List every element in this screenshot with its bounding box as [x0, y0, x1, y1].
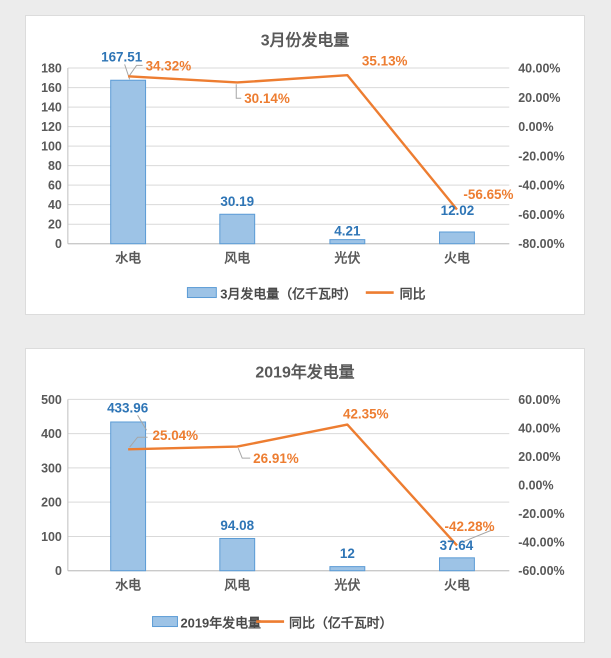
left-axis-tick: 500 [41, 393, 62, 407]
category-label-3: 火电 [444, 251, 470, 266]
left-axis-tick: 80 [48, 159, 62, 173]
right-axis-tick: 20.00% [518, 450, 560, 464]
right-axis-tick: 20.00% [518, 91, 560, 105]
right-axis-tick: -40.00% [518, 179, 564, 193]
chart-title: 2019年发电量 [255, 362, 354, 381]
bar-value-label: 4.21 [334, 224, 361, 239]
bar-value-label: 12.02 [441, 203, 475, 218]
category-label-2: 光伏 [333, 251, 360, 266]
legend-bar-label: 3月发电量（亿千瓦时） [220, 287, 357, 302]
chart-title: 3月份发电量 [261, 30, 350, 49]
label-leader-line [237, 447, 251, 459]
left-axis-tick: 300 [41, 461, 62, 475]
bar-风电 [219, 537, 256, 572]
chart-2019: 500 400 300 200 100 0 60.00% 40.00% 20.00% 0.00% -… [41, 362, 564, 631]
label-leader-line [137, 415, 147, 431]
bar-水电 [110, 421, 147, 572]
category-label-0: 水电 [115, 251, 141, 266]
left-axis-tick: 160 [41, 81, 62, 95]
line-value-label: -56.65% [463, 187, 513, 202]
right-axis-tick: -20.00% [518, 507, 564, 521]
bar-value-label: 433.96 [107, 400, 148, 415]
left-axis-tick: 100 [41, 530, 62, 544]
chart-card-2019: 500 400 300 200 100 0 60.00% 40.00% 20.00% 0.00% -… [25, 348, 585, 643]
yoy-line-series [128, 423, 458, 547]
bar-风电 [219, 213, 256, 245]
right-axis-tick: -40.00% [518, 536, 564, 550]
line-value-label: 30.14% [244, 91, 290, 106]
category-label-0: 水电 [115, 578, 141, 593]
bar-value-label: 167.51 [101, 49, 143, 64]
right-axis-tick: -60.00% [518, 564, 564, 578]
left-axis-tick: 400 [41, 427, 62, 441]
chart-march: 180 160 140 120 100 80 60 40 20 0 40.00% 20.00% 0.00… [41, 30, 564, 302]
label-leader-line [129, 64, 143, 76]
right-axis-tick: 40.00% [518, 62, 560, 76]
bar-value-label: 94.08 [220, 518, 254, 533]
category-label-1: 风电 [224, 578, 250, 593]
right-axis-tick: -20.00% [518, 149, 564, 163]
category-label-1: 风电 [224, 251, 250, 266]
line-value-label: 26.91% [253, 451, 299, 466]
line-value-label: 42.35% [343, 406, 389, 421]
category-label-2: 光伏 [333, 578, 360, 593]
right-axis-tick: 0.00% [518, 120, 553, 134]
bar-value-label: 30.19 [220, 194, 254, 209]
label-leader-line [129, 436, 148, 448]
left-axis-tick: 100 [41, 140, 62, 154]
label-leader-line [235, 84, 242, 99]
category-label-3: 火电 [444, 578, 470, 593]
bar-value-label: 12 [340, 546, 355, 561]
left-axis-tick: 20 [48, 218, 62, 232]
line-value-label: 35.13% [362, 53, 408, 68]
line-value-label: 25.04% [153, 428, 199, 443]
legend-bar-label: 2019年发电量 [180, 616, 261, 631]
left-axis-tick: 0 [55, 564, 62, 578]
left-axis-tick: 180 [41, 62, 62, 76]
legend-bar-swatch [186, 287, 217, 299]
left-axis-tick: 200 [41, 496, 62, 510]
left-axis-tick: 140 [41, 101, 62, 115]
right-axis-tick: 40.00% [518, 421, 560, 435]
left-axis-tick: 0 [55, 237, 62, 251]
bar-火电 [439, 231, 475, 245]
label-leader-line [460, 529, 493, 544]
right-axis-tick: 0.00% [518, 479, 553, 493]
bar-水电 [110, 79, 147, 245]
left-axis-tick: 60 [48, 179, 62, 193]
left-axis-tick: 40 [48, 198, 62, 212]
chart-card-march: 180 160 140 120 100 80 60 40 20 0 40.00% 20.00% 0.00… [25, 15, 585, 315]
legend-line-label: 同比 [400, 287, 426, 302]
legend-line-label: 同比（亿千瓦时） [289, 616, 393, 631]
bar-光伏 [329, 566, 366, 572]
legend-bar-swatch [152, 616, 178, 628]
bar-value-label: 37.64 [440, 538, 474, 553]
bar-火电 [439, 557, 475, 572]
right-axis-tick: -60.00% [518, 208, 564, 222]
bar-光伏 [329, 239, 366, 245]
left-axis-tick: 120 [41, 120, 62, 134]
right-axis-tick: 60.00% [518, 393, 560, 407]
line-value-label: -42.28% [445, 519, 495, 534]
yoy-line-series [128, 73, 458, 211]
right-axis-tick: -80.00% [518, 237, 564, 251]
line-value-label: 34.32% [146, 58, 192, 73]
